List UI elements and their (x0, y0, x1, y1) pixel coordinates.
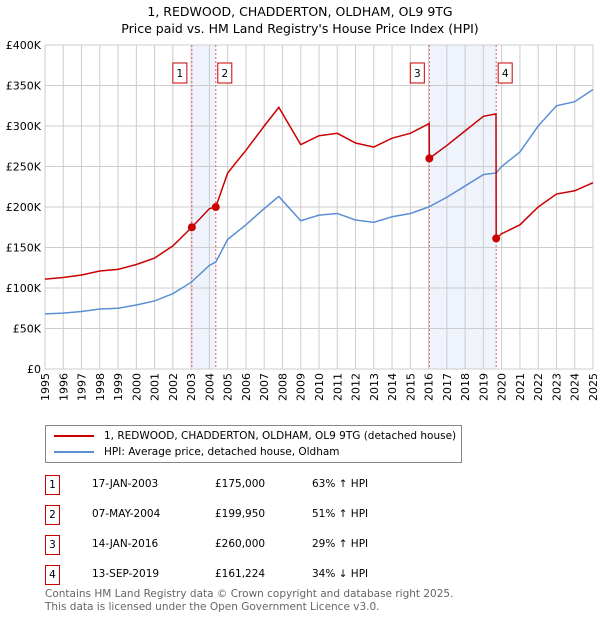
x-tick-label: 1998 (94, 373, 107, 401)
x-tick-label: 2018 (459, 373, 472, 401)
legend-label-hpi: HPI: Average price, detached house, Oldh… (104, 446, 340, 458)
x-tick-label: 2006 (240, 373, 253, 401)
sale-point (492, 234, 501, 243)
sale-row: 4 13-SEP-2019 £161,224 34% ↓ HPI (45, 565, 495, 585)
chart-subtitle: Price paid vs. HM Land Registry's House … (121, 21, 479, 36)
x-tick-label: 2024 (569, 373, 582, 401)
series-line (44, 88, 594, 315)
footer-line-2: This data is licensed under the Open Gov… (45, 601, 380, 613)
sale-hpi-diff: 34% ↓ HPI (312, 568, 369, 580)
sale-label-box (217, 62, 233, 84)
x-tick-label: 2005 (222, 373, 235, 401)
sale-hpi-diff: 51% ↑ HPI (312, 508, 369, 520)
x-tick-label: 2025 (587, 373, 600, 401)
x-tick-label: 2013 (368, 373, 381, 401)
x-tick-label: 2001 (149, 373, 162, 401)
sale-label-box (409, 62, 425, 84)
x-tick-label: 2004 (203, 373, 216, 401)
sale-label-box (497, 62, 513, 84)
sale-row: 2 07-MAY-2004 £199,950 51% ↑ HPI (45, 505, 495, 525)
sale-date: 17-JAN-2003 (92, 478, 159, 490)
legend: 1, REDWOOD, CHADDERTON, OLDHAM, OL9 9TG … (45, 425, 462, 463)
sale-price: £260,000 (215, 538, 266, 550)
chart-title: 1, REDWOOD, CHADDERTON, OLDHAM, OL9 9TG (147, 4, 453, 19)
sale-label: 2 (221, 68, 228, 80)
x-tick-label: 2002 (167, 373, 180, 401)
x-tick-label: 2008 (276, 373, 289, 401)
x-tick-label: 2000 (130, 373, 143, 401)
y-tick-label: £400K (6, 39, 42, 52)
x-tick-label: 2014 (386, 373, 399, 401)
sale-point (425, 154, 434, 163)
sale-row: 1 17-JAN-2003 £175,000 63% ↑ HPI (45, 475, 495, 495)
x-tick-label: 2023 (550, 373, 563, 401)
legend-swatch-property (54, 435, 94, 437)
y-tick-label: £200K (6, 201, 42, 214)
x-tick-label: 2022 (532, 373, 545, 401)
x-tick-label: 1999 (112, 373, 125, 401)
sale-date: 14-JAN-2016 (92, 538, 159, 550)
y-tick-label: £0 (27, 363, 41, 376)
x-tick-label: 2003 (185, 373, 198, 401)
price-chart: 1995 1996 1997 1998 1999 2000 2001 2002 2003 2004… (6, 39, 600, 401)
x-tick-label: 1996 (57, 373, 70, 401)
x-tick-label: 2020 (496, 373, 509, 401)
x-tick-label: 2017 (441, 373, 454, 401)
y-tick-label: £250K (6, 161, 42, 174)
sale-number: 4 (45, 565, 60, 585)
sale-number: 2 (45, 505, 60, 525)
sale-label: 3 (414, 68, 421, 80)
footer: Contains HM Land Registry data © Crown c… (45, 588, 453, 614)
x-tick-label: 2009 (295, 373, 308, 401)
x-tick-label: 2021 (514, 373, 527, 401)
y-tick-label: £150K (6, 242, 42, 255)
x-tick-label: 2011 (331, 373, 344, 401)
x-tick-label: 2010 (313, 373, 326, 401)
sale-date: 07-MAY-2004 (92, 508, 161, 520)
y-tick-label: £300K (6, 120, 42, 133)
legend-label-property: 1, REDWOOD, CHADDERTON, OLDHAM, OL9 9TG … (104, 430, 457, 442)
y-tick-label: £100K (6, 282, 42, 295)
x-tick-label: 2015 (404, 373, 417, 401)
sale-price: £175,000 (215, 478, 266, 490)
sale-date: 13-SEP-2019 (92, 568, 160, 580)
sale-price: £199,950 (215, 508, 266, 520)
sale-number: 3 (45, 535, 60, 555)
sale-hpi-diff: 63% ↑ HPI (312, 478, 369, 490)
sale-point (187, 223, 196, 232)
x-tick-label: 1995 (39, 373, 52, 401)
sale-label-box (172, 62, 188, 84)
sale-row: 3 14-JAN-2016 £260,000 29% ↑ HPI (45, 535, 495, 555)
sale-point (211, 203, 220, 212)
footer-line-1: Contains HM Land Registry data © Crown c… (45, 588, 454, 600)
sale-label: 4 (502, 68, 509, 80)
sale-price: £161,224 (215, 568, 266, 580)
y-tick-label: £350K (6, 80, 42, 93)
x-tick-label: 2016 (423, 373, 436, 401)
x-tick-label: 2012 (350, 373, 363, 401)
x-tick-label: 2019 (477, 373, 490, 401)
x-tick-label: 2007 (258, 373, 271, 401)
y-tick-label: £50K (13, 323, 42, 336)
sale-label: 1 (177, 68, 184, 80)
legend-swatch-hpi (54, 451, 94, 453)
x-tick-label: 1997 (76, 373, 89, 401)
sale-number: 1 (45, 475, 60, 495)
sale-hpi-diff: 29% ↑ HPI (312, 538, 369, 550)
